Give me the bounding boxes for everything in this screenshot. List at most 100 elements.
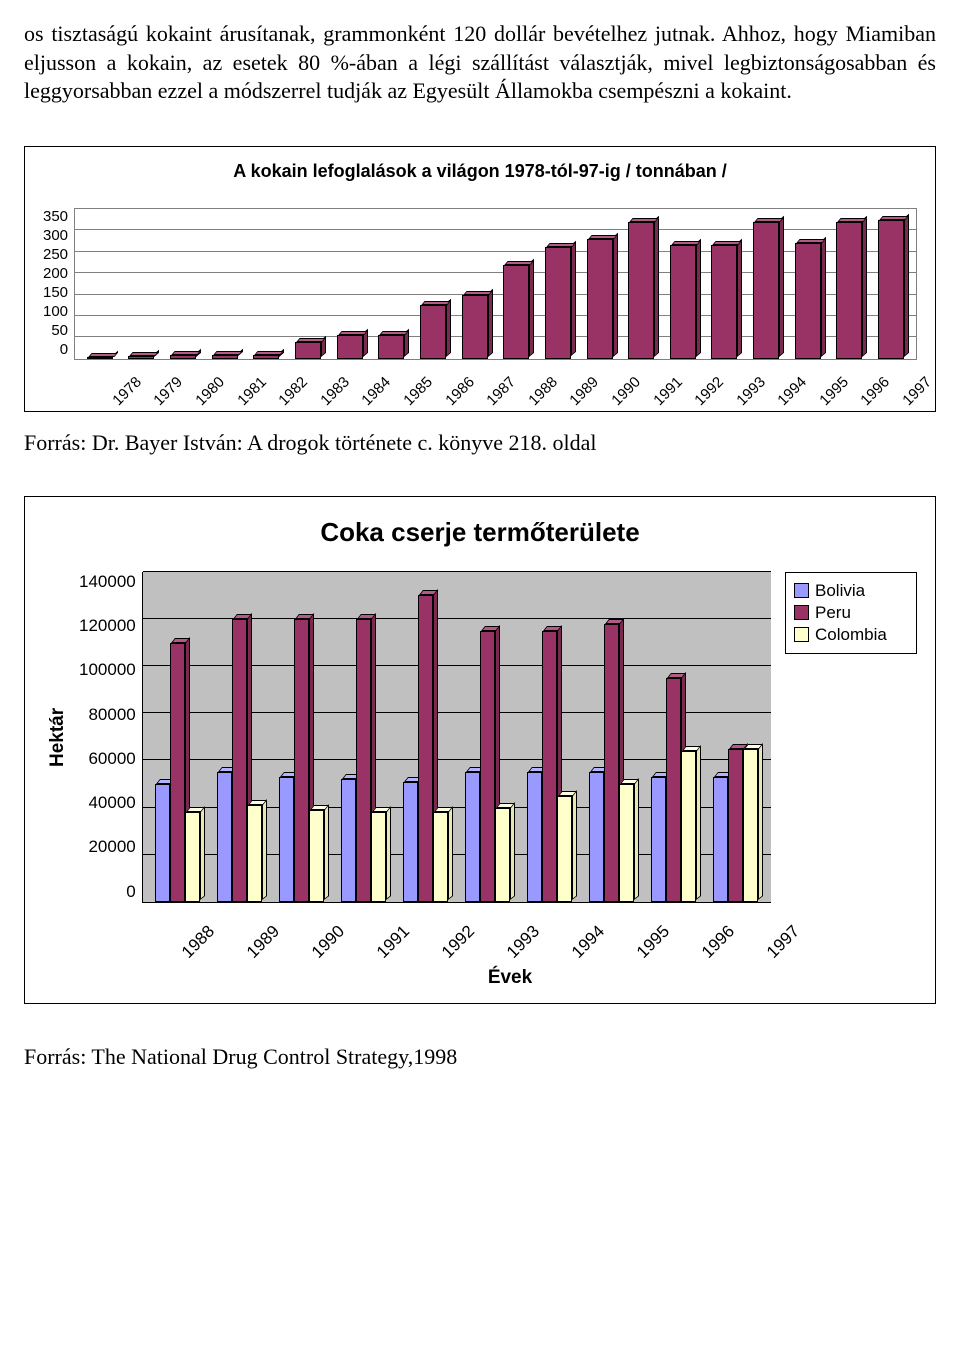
chart2-ytick: 0 xyxy=(126,882,135,902)
chart2-bar xyxy=(309,810,324,902)
chart2-bar xyxy=(666,678,681,902)
chart1-bar xyxy=(87,357,113,359)
legend-label: Colombia xyxy=(815,625,887,645)
chart1-xtick: 1984 xyxy=(346,366,389,409)
chart2-bar xyxy=(728,749,743,902)
chart1-xtick: 1993 xyxy=(720,366,763,409)
chart2-y-axis-title: Hektár xyxy=(43,572,73,903)
chart2-legend: BoliviaPeruColombia xyxy=(785,572,917,654)
chart1-xtick: 1978 xyxy=(96,366,139,409)
legend-item: Peru xyxy=(794,603,908,623)
chart2-bar xyxy=(170,643,185,902)
chart2-ytick: 120000 xyxy=(79,616,136,636)
chart1-plot-area xyxy=(74,208,917,360)
chart1-bar xyxy=(503,265,529,359)
chart1-ytick: 50 xyxy=(51,322,68,339)
chart2-bar-group xyxy=(403,595,448,901)
chart1-xtick: 1994 xyxy=(762,366,805,409)
chart2-bar xyxy=(217,772,232,902)
chart2-bar xyxy=(589,772,604,902)
chart1-bar xyxy=(836,222,862,359)
chart1-caption: Forrás: Dr. Bayer István: A drogok törté… xyxy=(24,430,936,456)
chart2-bar xyxy=(480,631,495,902)
chart1-bars xyxy=(75,209,916,359)
chart1-ytick: 250 xyxy=(43,246,68,263)
chart2-xtick: 1993 xyxy=(488,913,537,962)
chart1-bar xyxy=(295,342,321,359)
chart2-bar xyxy=(403,782,418,902)
chart2-xtick: 1995 xyxy=(618,913,667,962)
chart1-bar xyxy=(170,355,196,359)
chart1-xtick: 1981 xyxy=(221,366,264,409)
chart2-bar-groups xyxy=(143,572,771,902)
chart2-bar-group xyxy=(279,619,324,902)
chart1-ytick: 200 xyxy=(43,265,68,282)
chart1-bar xyxy=(212,355,238,358)
chart2-ytick: 60000 xyxy=(88,749,135,769)
chart2-bar xyxy=(557,796,572,902)
chart1-ytick: 0 xyxy=(60,341,68,358)
chart1-bar xyxy=(337,335,363,359)
chart1-frame: A kokain lefoglalások a világon 1978-tól… xyxy=(24,146,936,412)
chart2-bar xyxy=(604,624,619,902)
chart1-xtick: 1995 xyxy=(804,366,847,409)
chart1-ytick: 150 xyxy=(43,284,68,301)
chart2-bar-group xyxy=(217,619,262,902)
chart1-xtick: 1990 xyxy=(596,366,639,409)
chart2-bar xyxy=(247,805,262,902)
chart2-caption: Forrás: The National Drug Control Strate… xyxy=(24,1044,936,1070)
chart1-bar xyxy=(878,220,904,359)
chart2-plot-area xyxy=(142,572,771,903)
chart2-bar xyxy=(743,749,758,902)
chart2-y-axis-labels: 140000120000100000800006000040000200000 xyxy=(79,572,136,902)
chart1-xtick: 1997 xyxy=(887,366,930,409)
chart2-title: Coka cserje termőterülete xyxy=(43,517,917,548)
legend-swatch xyxy=(794,583,809,598)
chart2-bar-group xyxy=(527,631,572,902)
body-paragraph: os tisztaságú kokaint árusítanak, grammo… xyxy=(24,20,936,106)
chart2-bar xyxy=(155,784,170,902)
chart1-bar xyxy=(711,245,737,359)
chart2-xtick: 1989 xyxy=(228,913,277,962)
chart2-xtick: 1996 xyxy=(683,913,732,962)
chart2-xtick: 1997 xyxy=(748,913,797,962)
chart1-bar xyxy=(670,245,696,359)
chart1-bar xyxy=(378,335,404,359)
chart2-bar-group xyxy=(713,749,758,902)
legend-swatch xyxy=(794,627,809,642)
chart2-bar xyxy=(495,808,510,902)
chart1-xtick: 1989 xyxy=(554,366,597,409)
chart2-x-axis-title: Évek xyxy=(103,967,917,989)
chart1-ytick: 300 xyxy=(43,227,68,244)
chart2-ytick: 80000 xyxy=(88,705,135,725)
chart2-bar-group xyxy=(465,631,510,902)
chart2-bar xyxy=(713,777,728,902)
chart2-xtick: 1994 xyxy=(553,913,602,962)
chart1-bar xyxy=(462,295,488,359)
chart2-bar xyxy=(232,619,247,902)
chart2-bar xyxy=(542,631,557,902)
chart2-bar xyxy=(465,772,480,902)
legend-item: Colombia xyxy=(794,625,908,645)
chart2-frame: Coka cserje termőterülete Hektár 1400001… xyxy=(24,496,936,1004)
chart1-bar xyxy=(587,239,613,359)
chart1-ytick: 100 xyxy=(43,303,68,320)
chart2-ytick: 100000 xyxy=(79,660,136,680)
chart1-xtick: 1982 xyxy=(263,366,306,409)
chart2-bar-group xyxy=(651,678,696,902)
chart2-bar xyxy=(527,772,542,902)
chart1-xtick: 1985 xyxy=(388,366,431,409)
legend-label: Bolivia xyxy=(815,581,865,601)
chart2-bar xyxy=(341,779,356,902)
chart2-ytick: 40000 xyxy=(88,793,135,813)
chart2-bar xyxy=(279,777,294,902)
chart2-bar xyxy=(619,784,634,902)
chart2-xtick: 1992 xyxy=(423,913,472,962)
chart2-bar xyxy=(294,619,309,902)
chart1-xtick: 1980 xyxy=(180,366,223,409)
chart2-bar xyxy=(418,595,433,901)
chart1-x-axis-labels: 1978197919801981198219831984198519861987… xyxy=(77,360,917,401)
chart2-xtick: 1988 xyxy=(163,913,212,962)
chart1-xtick: 1988 xyxy=(512,366,555,409)
chart2-bar-group xyxy=(589,624,634,902)
